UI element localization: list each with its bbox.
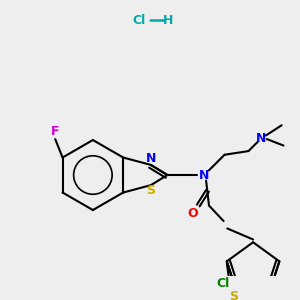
Text: Cl: Cl: [217, 277, 230, 290]
Text: S: S: [229, 290, 238, 300]
Text: Cl: Cl: [132, 14, 146, 27]
Text: N: N: [146, 152, 156, 165]
Text: N: N: [199, 169, 209, 182]
Text: O: O: [187, 207, 198, 220]
Text: S: S: [146, 184, 155, 197]
Text: H: H: [163, 14, 174, 27]
Text: N: N: [256, 132, 267, 145]
Text: F: F: [51, 125, 59, 138]
